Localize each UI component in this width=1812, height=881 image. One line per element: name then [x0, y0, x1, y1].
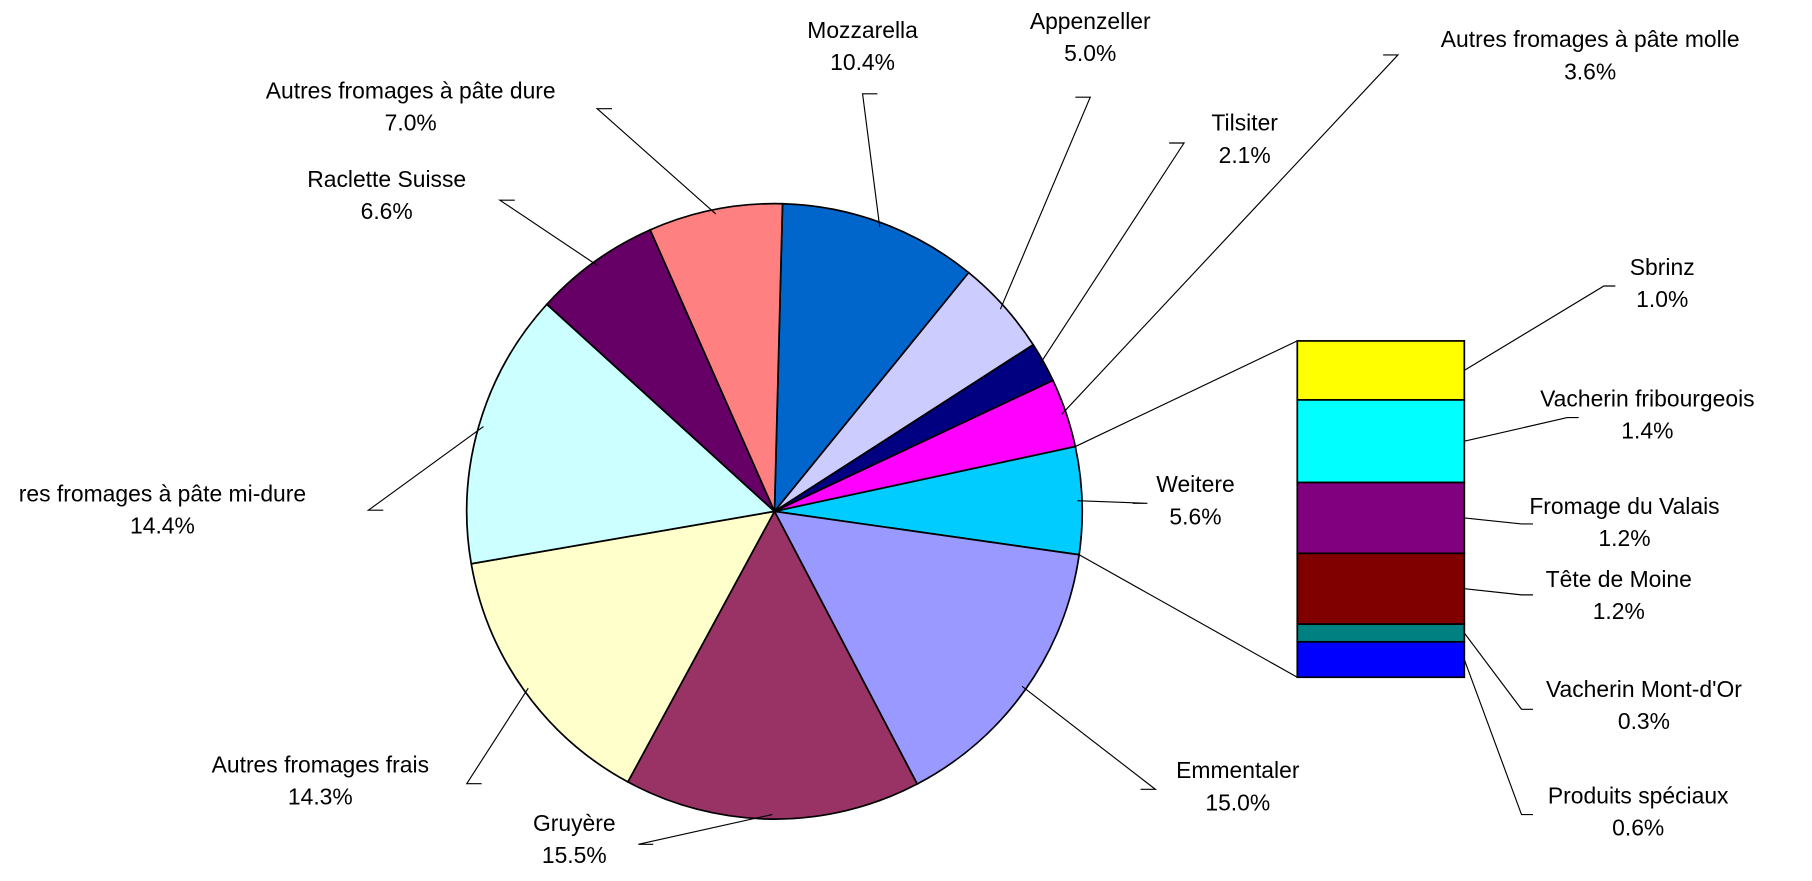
slice-value-label: 10.4%: [830, 49, 895, 75]
bar-label: Vacherin Mont-d'Or: [1546, 676, 1742, 702]
bar-segment: [1296, 481, 1466, 555]
bar-segment: [1296, 340, 1466, 401]
bar-label: Produits spéciaux: [1548, 782, 1729, 808]
slice-value-label: 7.0%: [385, 110, 437, 136]
leader-line: [1061, 54, 1400, 415]
connector-line: [1075, 340, 1298, 448]
slice-label: Autres fromages à pâte molle: [1441, 26, 1740, 52]
leader-line: [1463, 659, 1533, 816]
bar-segment: [1296, 640, 1466, 679]
slice-value-label: 2.1%: [1219, 142, 1271, 168]
slice-label: Weitere: [1156, 471, 1234, 497]
pie-slice: [649, 202, 784, 512]
leader-line: [1039, 142, 1186, 365]
bar-value-label: 0.6%: [1612, 814, 1664, 840]
slice-label: Gruyère: [533, 810, 616, 836]
leader-line: [1464, 285, 1616, 371]
chart-body: Mozzarella 10.4% Appenzeller 5.0% Tilsiter 2.…: [19, 8, 1755, 868]
slice-label: Raclette Suisse: [307, 166, 466, 192]
slice-label: Appenzeller: [1030, 8, 1151, 34]
slice-label: Emmentaler: [1176, 757, 1300, 783]
leader-line: [861, 93, 881, 228]
bar-segment: [1296, 399, 1466, 484]
pie-slice: [626, 509, 919, 820]
slice-label: Autres fromages à pâte dure: [266, 78, 556, 104]
bar-value-label: 1.2%: [1593, 598, 1645, 624]
leader-line: [595, 108, 717, 215]
bar-segment: [1296, 552, 1466, 626]
pie-slice: [773, 202, 970, 514]
bar-label: Vacherin fribourgeois: [1540, 385, 1754, 411]
leader-line: [1464, 588, 1533, 596]
leader-line: [465, 687, 529, 785]
slice-label: res fromages à pâte mi-dure: [19, 480, 306, 506]
pie-slice: [470, 510, 777, 784]
bar-segment: [1296, 623, 1466, 643]
leader-line: [1077, 500, 1148, 504]
slice-value-label: 14.3%: [288, 784, 353, 810]
slice-label: Tilsiter: [1211, 110, 1278, 136]
slice-value-label: 14.4%: [130, 512, 195, 538]
leader-line: [638, 813, 773, 845]
leader-line: [1464, 517, 1533, 525]
slice-value-label: 5.0%: [1064, 40, 1116, 66]
slice-value-label: 6.6%: [361, 198, 413, 224]
leader-line: [498, 199, 598, 266]
pie-slice: [545, 228, 776, 513]
slice-value-label: 15.5%: [542, 842, 607, 868]
leader-line: [1463, 632, 1533, 710]
bar-value-label: 0.3%: [1618, 708, 1670, 734]
bar-label: Tête de Moine: [1546, 566, 1692, 592]
connector-line: [1078, 554, 1298, 678]
bar-label: Sbrinz: [1630, 254, 1695, 280]
slice-value-label: 5.6%: [1169, 503, 1221, 529]
slice-label: Mozzarella: [807, 17, 918, 43]
slice-label: Autres fromages frais: [212, 752, 429, 778]
pie-slice: [465, 303, 777, 565]
bar-value-label: 1.4%: [1621, 417, 1673, 443]
slice-value-label: 15.0%: [1205, 789, 1270, 815]
bar-value-label: 1.2%: [1598, 525, 1650, 551]
leader-line: [1464, 416, 1579, 442]
leader-line: [366, 426, 484, 511]
bar-label: Fromage du Valais: [1529, 493, 1719, 519]
slice-value-label: 3.6%: [1564, 58, 1616, 84]
bar-value-label: 1.0%: [1636, 286, 1688, 312]
leader-line: [1021, 685, 1158, 790]
leader-line: [999, 96, 1092, 310]
